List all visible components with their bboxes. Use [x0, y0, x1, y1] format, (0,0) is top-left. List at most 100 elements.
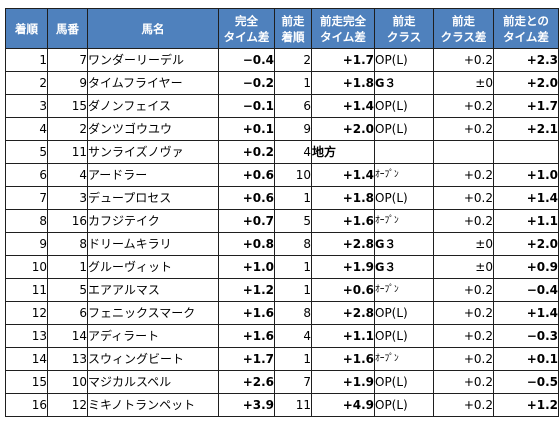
- header-label-line2: クラス: [386, 29, 422, 44]
- header-label-line2: タイム差: [223, 29, 270, 44]
- cell-chakujun: 14: [5, 347, 48, 371]
- cell-zensou-class: OP(L): [374, 324, 434, 348]
- cell-bamei: フェニックスマーク: [87, 301, 219, 325]
- cell-chakujun: 5: [5, 140, 48, 164]
- header-zensou-class: 前走 クラス: [374, 8, 434, 49]
- cell-umaban: 4: [47, 163, 88, 187]
- cell-zensou-class: OP(L): [374, 393, 434, 417]
- cell-class-sa: +0.2: [433, 48, 494, 72]
- cell-chakujun: 8: [5, 209, 48, 233]
- header-class-sa: 前走 クラス差: [433, 8, 494, 49]
- cell-zensou-kanzen-time: +1.8: [311, 186, 375, 210]
- cell-kanzen-time: +3.9: [218, 393, 275, 417]
- table-row: 2 9 タイムフライヤー −0.2 1 +1.8 G３ ±0 +2.0: [5, 71, 559, 95]
- cell-time-sa: [493, 140, 559, 164]
- cell-zensou-chakujun: 6: [274, 94, 312, 118]
- cell-zensou-class: ｵｰﾌﾟﾝ: [374, 278, 434, 302]
- cell-umaban: 7: [47, 48, 88, 72]
- cell-zensou-class: ｵｰﾌﾟﾝ: [374, 347, 434, 371]
- cell-umaban: 8: [47, 232, 88, 256]
- cell-bamei: スウィングビート: [87, 347, 219, 371]
- cell-time-sa: +1.0: [493, 163, 559, 187]
- cell-kanzen-time: +0.1: [218, 117, 275, 141]
- table-row: 4 2 ダンツゴウユウ +0.1 9 +2.0 OP(L) +0.2 +2.1: [5, 117, 559, 141]
- cell-zensou-kanzen-time: +1.9: [311, 255, 375, 279]
- cell-bamei: サンライズノヴァ: [87, 140, 219, 164]
- cell-zensou-chakujun: 8: [274, 232, 312, 256]
- cell-chakujun: 3: [5, 94, 48, 118]
- table-row: 14 13 スウィングビート +1.7 1 +1.6 ｵｰﾌﾟﾝ +0.2 +0.1: [5, 347, 559, 371]
- cell-zensou-chakujun: 4: [274, 324, 312, 348]
- cell-kanzen-time: +1.6: [218, 301, 275, 325]
- cell-chakujun: 4: [5, 117, 48, 141]
- cell-zensou-kanzen-time: +1.8: [311, 71, 375, 95]
- header-chakujun: 着順: [5, 8, 48, 49]
- cell-zensou-kanzen-time: +2.8: [311, 301, 375, 325]
- cell-kanzen-time: −0.2: [218, 71, 275, 95]
- cell-bamei: アディラート: [87, 324, 219, 348]
- cell-time-sa: +2.0: [493, 71, 559, 95]
- cell-chakujun: 6: [5, 163, 48, 187]
- cell-chakujun: 13: [5, 324, 48, 348]
- cell-umaban: 6: [47, 301, 88, 325]
- table-row: 16 12 ミキノトランペット +3.9 11 +4.9 OP(L) +0.2 +1.2: [5, 393, 559, 417]
- cell-zensou-kanzen-time: +0.6: [311, 278, 375, 302]
- table-row: 1 7 ワンダーリーデル −0.4 2 +1.7 OP(L) +0.2 +2.3: [5, 48, 559, 72]
- cell-zensou-class: OP(L): [374, 117, 434, 141]
- cell-time-sa: +1.7: [493, 94, 559, 118]
- cell-umaban: 11: [47, 140, 88, 164]
- cell-zensou-class: OP(L): [374, 186, 434, 210]
- cell-umaban: 16: [47, 209, 88, 233]
- cell-time-sa: −0.5: [493, 370, 559, 394]
- cell-chakujun: 2: [5, 71, 48, 95]
- cell-class-sa: +0.2: [433, 186, 494, 210]
- cell-kanzen-time: +0.6: [218, 186, 275, 210]
- cell-chakujun: 15: [5, 370, 48, 394]
- cell-time-sa: −0.4: [493, 278, 559, 302]
- cell-kanzen-time: +0.7: [218, 209, 275, 233]
- header-zensou-chakujun: 前走 着順: [274, 8, 312, 49]
- header-zensou-kanzen-time: 前走完全 タイム差: [311, 8, 375, 49]
- cell-class-sa: +0.2: [433, 94, 494, 118]
- cell-umaban: 10: [47, 370, 88, 394]
- cell-time-sa: +2.0: [493, 232, 559, 256]
- cell-bamei: デュープロセス: [87, 186, 219, 210]
- cell-time-sa: +1.1: [493, 209, 559, 233]
- cell-umaban: 1: [47, 255, 88, 279]
- table-row: 11 5 エアアルマス +1.2 1 +0.6 ｵｰﾌﾟﾝ +0.2 −0.4: [5, 278, 559, 302]
- cell-zensou-class: G３: [374, 232, 434, 256]
- header-label-line2: タイム差: [320, 29, 366, 44]
- header-umaban: 馬番: [47, 8, 88, 49]
- cell-class-sa: [433, 140, 494, 164]
- header-label-line1: 前走: [392, 13, 416, 28]
- cell-zensou-kanzen-time: +1.6: [311, 209, 375, 233]
- header-time-sa: 前走との タイム差: [493, 8, 559, 49]
- cell-zensou-chakujun: 1: [274, 255, 312, 279]
- header-label-line1: 前走との: [503, 13, 549, 28]
- cell-kanzen-time: +2.6: [218, 370, 275, 394]
- cell-class-sa: +0.2: [433, 278, 494, 302]
- cell-chakujun: 10: [5, 255, 48, 279]
- cell-bamei: エアアルマス: [87, 278, 219, 302]
- cell-zensou-chakujun: 8: [274, 301, 312, 325]
- cell-kanzen-time: −0.4: [218, 48, 275, 72]
- cell-umaban: 13: [47, 347, 88, 371]
- cell-zensou-class: G３: [374, 71, 434, 95]
- cell-kanzen-time: +1.7: [218, 347, 275, 371]
- cell-kanzen-time: +0.2: [218, 140, 275, 164]
- cell-zensou-chakujun: 11: [274, 393, 312, 417]
- cell-class-sa: +0.2: [433, 370, 494, 394]
- cell-zensou-chakujun: 5: [274, 209, 312, 233]
- cell-umaban: 15: [47, 94, 88, 118]
- table-row: 13 14 アディラート +1.6 4 +1.1 OP(L) +0.2 −0.3: [5, 324, 559, 348]
- cell-zensou-kanzen-time: +2.0: [311, 117, 375, 141]
- cell-zensou-kanzen-time: 地方: [311, 140, 375, 164]
- cell-chakujun: 16: [5, 393, 48, 417]
- cell-zensou-class: OP(L): [374, 370, 434, 394]
- cell-time-sa: +0.1: [493, 347, 559, 371]
- cell-bamei: グルーヴィット: [87, 255, 219, 279]
- cell-zensou-kanzen-time: +1.4: [311, 94, 375, 118]
- cell-class-sa: +0.2: [433, 163, 494, 187]
- cell-class-sa: ±0: [433, 71, 494, 95]
